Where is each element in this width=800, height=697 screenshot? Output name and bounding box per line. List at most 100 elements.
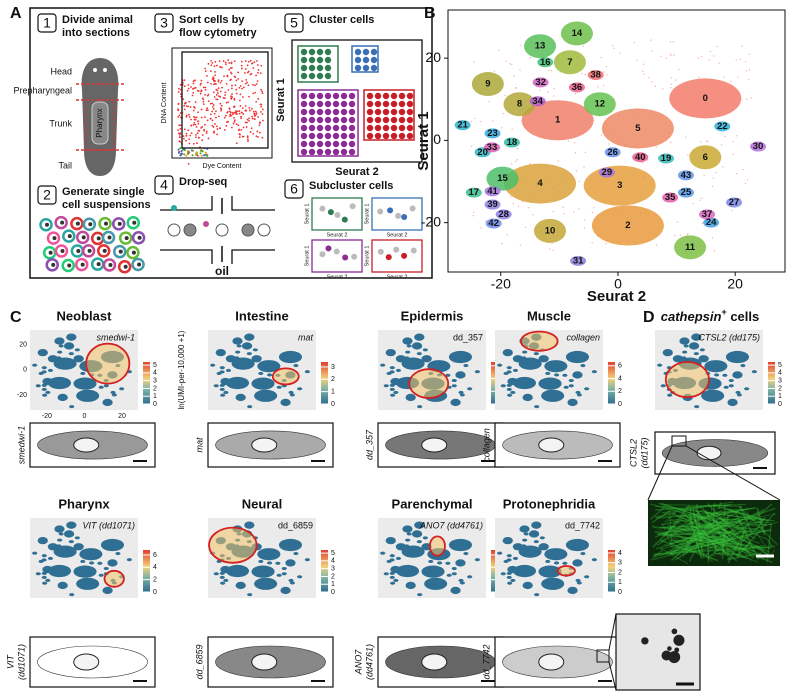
colorbar-tick-label: 3 <box>618 560 622 567</box>
fluorescence-fiber <box>682 510 705 539</box>
flow-dot <box>194 116 196 119</box>
cluster <box>689 145 722 170</box>
cluster <box>591 205 664 246</box>
colorbar-tick-label: 5 <box>153 362 157 369</box>
scatter-speck <box>605 109 608 112</box>
cluster <box>568 82 585 93</box>
colorbar-label: ln(UMI-per-10,000 +1) <box>177 330 186 409</box>
scatter-speck <box>746 179 749 181</box>
scatter-speck <box>552 210 554 213</box>
umap-cluster <box>567 398 578 407</box>
step-title: Divide animal <box>62 14 133 26</box>
umap-cluster <box>562 561 568 565</box>
umap-cluster <box>389 554 395 558</box>
scatter-speck <box>594 78 596 80</box>
umap-cluster <box>714 373 720 377</box>
flow-dot <box>235 88 238 91</box>
flow-dot <box>246 118 249 121</box>
scatter-speck <box>600 134 602 136</box>
flow-dot <box>204 88 207 91</box>
cluster-dot <box>324 48 332 56</box>
umap-cluster <box>572 559 583 567</box>
flow-dot <box>200 154 203 157</box>
flow-dot <box>203 123 206 126</box>
cell-core <box>118 249 123 254</box>
fluorescence-fiber <box>726 552 763 561</box>
scatter-speck <box>685 136 687 138</box>
umap-cluster <box>389 571 395 575</box>
fluorescence-fiber <box>667 552 682 556</box>
flow-dot <box>193 87 196 90</box>
cluster-label: 30 <box>753 141 764 152</box>
fluorescence-fiber <box>699 530 767 545</box>
cluster-dot <box>406 108 414 116</box>
scatter-speck <box>593 119 595 121</box>
flow-dot <box>253 118 256 120</box>
scatter-speck <box>706 140 708 142</box>
scatter-speck <box>494 180 497 182</box>
umap-cluster <box>506 383 512 387</box>
flow-dot <box>234 111 237 114</box>
fluorescence-fiber <box>707 503 773 559</box>
umap-cluster <box>213 384 219 388</box>
umap-cluster <box>584 575 590 579</box>
cluster-label: 39 <box>487 199 498 210</box>
flow-dot <box>233 75 236 78</box>
umap-cluster <box>448 350 472 364</box>
y-tick-label: -20 <box>17 392 27 399</box>
flow-dot <box>219 65 221 68</box>
fluorescence-fiber <box>704 519 730 539</box>
flow-dot <box>178 124 181 127</box>
fluorescence-fiber <box>698 523 759 531</box>
scatter-speck <box>515 87 518 89</box>
colorbar <box>143 550 150 592</box>
scatter-speck <box>542 135 544 138</box>
scatter-speck <box>737 76 739 78</box>
umap-cluster <box>42 393 48 397</box>
fluorescence-fiber <box>651 521 779 559</box>
image-label: CTSL2 <box>628 439 638 467</box>
fluorescence-fiber <box>699 550 714 562</box>
scatter-speck <box>641 162 644 164</box>
flow-dot <box>220 66 223 69</box>
fluorescence-fiber <box>686 527 755 555</box>
cell-core <box>104 221 109 226</box>
cluster <box>677 187 694 198</box>
scatter-speck <box>636 59 638 62</box>
subcluster-dot <box>334 212 341 219</box>
umap-cluster <box>463 364 469 368</box>
scatter-speck <box>710 218 712 220</box>
cell-core <box>81 235 86 240</box>
flow-dot <box>201 134 204 136</box>
fluorescence-fiber <box>660 539 719 562</box>
colorbar-tick-label: 2 <box>778 385 782 392</box>
cluster-dot <box>316 124 324 132</box>
flow-dot <box>193 118 196 121</box>
scatter-speck <box>540 97 542 99</box>
umap-cluster <box>512 355 524 363</box>
panel-title: Pharynx <box>58 496 110 511</box>
flow-dot <box>251 117 254 120</box>
cluster-dot <box>332 132 340 140</box>
umap-cluster <box>236 344 242 348</box>
gene-label: dd_7742 <box>565 520 600 530</box>
flow-dot <box>199 152 202 155</box>
umap-cluster <box>57 350 63 354</box>
image-label: collagen <box>481 428 491 462</box>
flow-dot <box>231 84 233 87</box>
gene-label: dd_6859 <box>278 520 313 530</box>
flow-dot <box>246 136 249 139</box>
scatter-speck <box>672 41 674 43</box>
umap-cluster <box>455 559 466 567</box>
fluorescence-fiber <box>686 519 718 544</box>
umap-cluster <box>393 578 399 582</box>
flow-dot <box>179 83 182 86</box>
flow-dot <box>197 122 200 125</box>
umap-cluster <box>54 337 65 345</box>
umap-cluster <box>68 540 74 544</box>
cluster-label: 40 <box>635 152 646 163</box>
subcluster-dot <box>377 248 384 255</box>
scatter-speck <box>535 103 537 105</box>
sub-axis-label: Seurat 2 <box>387 274 408 280</box>
fluorescence-fiber <box>665 515 724 554</box>
